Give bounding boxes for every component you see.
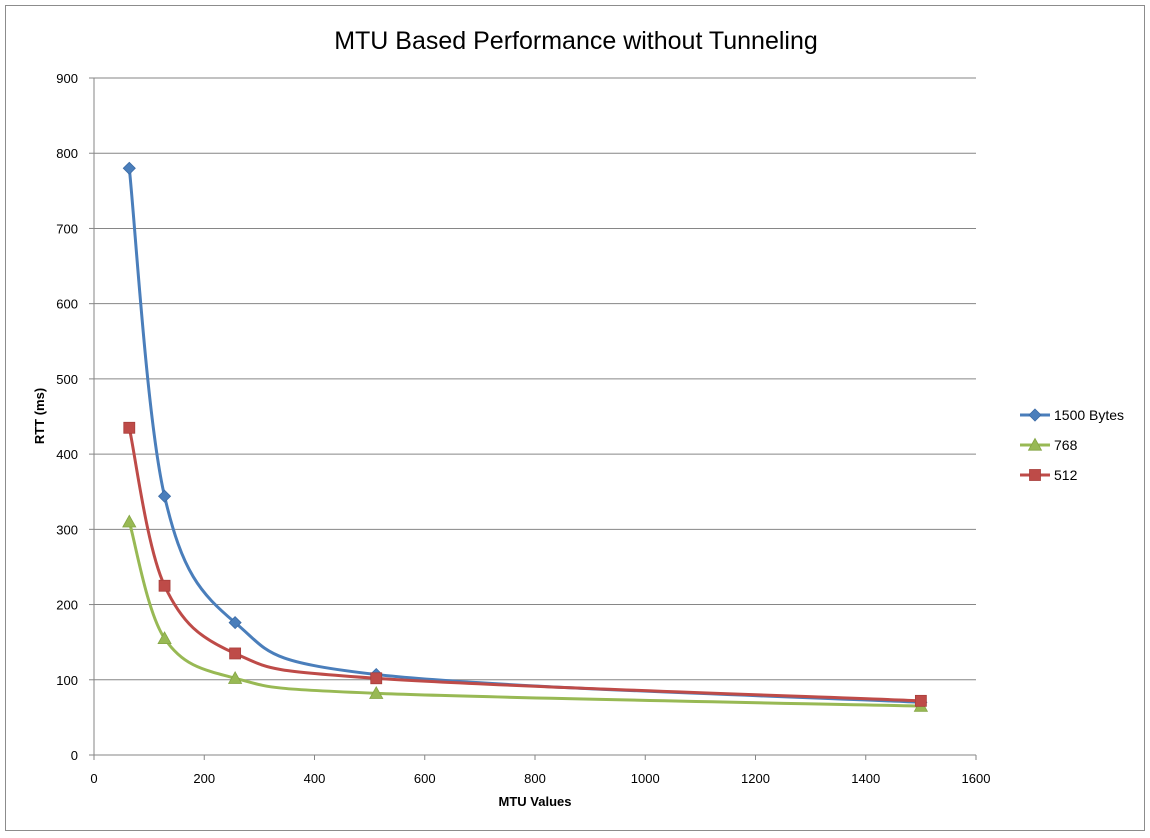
legend-item: 1500 Bytes [1020, 407, 1124, 423]
data-point [122, 514, 137, 528]
series-1 [122, 514, 929, 712]
legend-label: 768 [1054, 437, 1078, 453]
legend: 1500 Bytes 768 512 [1020, 407, 1124, 483]
data-point [369, 685, 384, 699]
axes-layer: 0 100 200 300 400 500 600 700 800 900 0 200 400 600 80… [56, 71, 990, 786]
legend-item: 512 [1020, 467, 1078, 483]
data-point [370, 672, 383, 685]
y-tick-label: 700 [56, 221, 78, 236]
y-tick-label: 100 [56, 673, 78, 688]
y-tick-label: 900 [56, 71, 78, 86]
x-tick-label: 1400 [851, 771, 880, 786]
data-point [123, 421, 136, 434]
y-tick-label: 0 [71, 748, 78, 763]
legend-label: 1500 Bytes [1054, 407, 1124, 423]
y-tick-label: 500 [56, 372, 78, 387]
data-point [914, 694, 927, 707]
legend-marker [1028, 408, 1042, 422]
data-point [229, 647, 242, 660]
x-tick-label: 1600 [962, 771, 991, 786]
x-axis-title: MTU Values [499, 794, 572, 809]
y-tick-label: 800 [56, 146, 78, 161]
series-layer [122, 161, 929, 712]
x-tick-label: 1200 [741, 771, 770, 786]
series-0 [122, 161, 928, 709]
legend-label: 512 [1054, 467, 1078, 483]
data-point [227, 670, 243, 684]
y-axis-title: RTT (ms) [32, 388, 47, 444]
series-2 [123, 421, 927, 707]
data-point [157, 489, 172, 503]
y-tick-label: 200 [56, 598, 78, 613]
series-line [127, 521, 921, 708]
x-tick-label: 200 [193, 771, 215, 786]
legend-marker [1027, 437, 1043, 451]
legend-marker [1029, 469, 1041, 481]
y-tick-label: 600 [56, 297, 78, 312]
x-tick-label: 0 [90, 771, 97, 786]
legend-item: 768 [1020, 437, 1078, 453]
x-tick-label: 800 [524, 771, 546, 786]
chart-frame [5, 5, 1145, 831]
y-tick-label: 400 [56, 447, 78, 462]
x-tick-label: 1000 [631, 771, 660, 786]
data-point [157, 631, 172, 645]
data-point [158, 579, 171, 592]
series-line [127, 427, 921, 703]
chart-title: MTU Based Performance without Tunneling [334, 27, 818, 55]
data-point [228, 616, 242, 630]
x-tick-label: 600 [414, 771, 436, 786]
grid-layer [94, 77, 976, 681]
y-tick-label: 300 [56, 522, 78, 537]
series-line [127, 168, 921, 704]
data-point [122, 161, 136, 175]
x-tick-label: 400 [304, 771, 326, 786]
